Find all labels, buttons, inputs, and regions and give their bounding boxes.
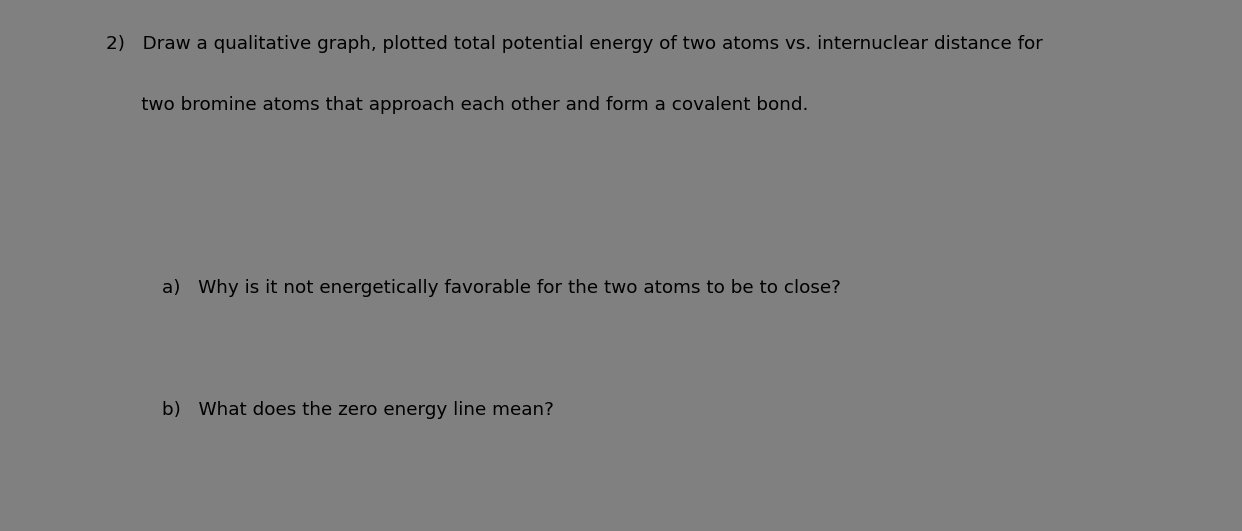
Text: b)   What does the zero energy line mean?: b) What does the zero energy line mean? — [163, 401, 554, 419]
Text: a)   Why is it not energetically favorable for the two atoms to be to close?: a) Why is it not energetically favorable… — [163, 279, 841, 297]
Text: two bromine atoms that approach each other and form a covalent bond.: two bromine atoms that approach each oth… — [106, 96, 809, 114]
Text: 2)   Draw a qualitative graph, plotted total potential energy of two atoms vs. i: 2) Draw a qualitative graph, plotted tot… — [106, 35, 1042, 53]
